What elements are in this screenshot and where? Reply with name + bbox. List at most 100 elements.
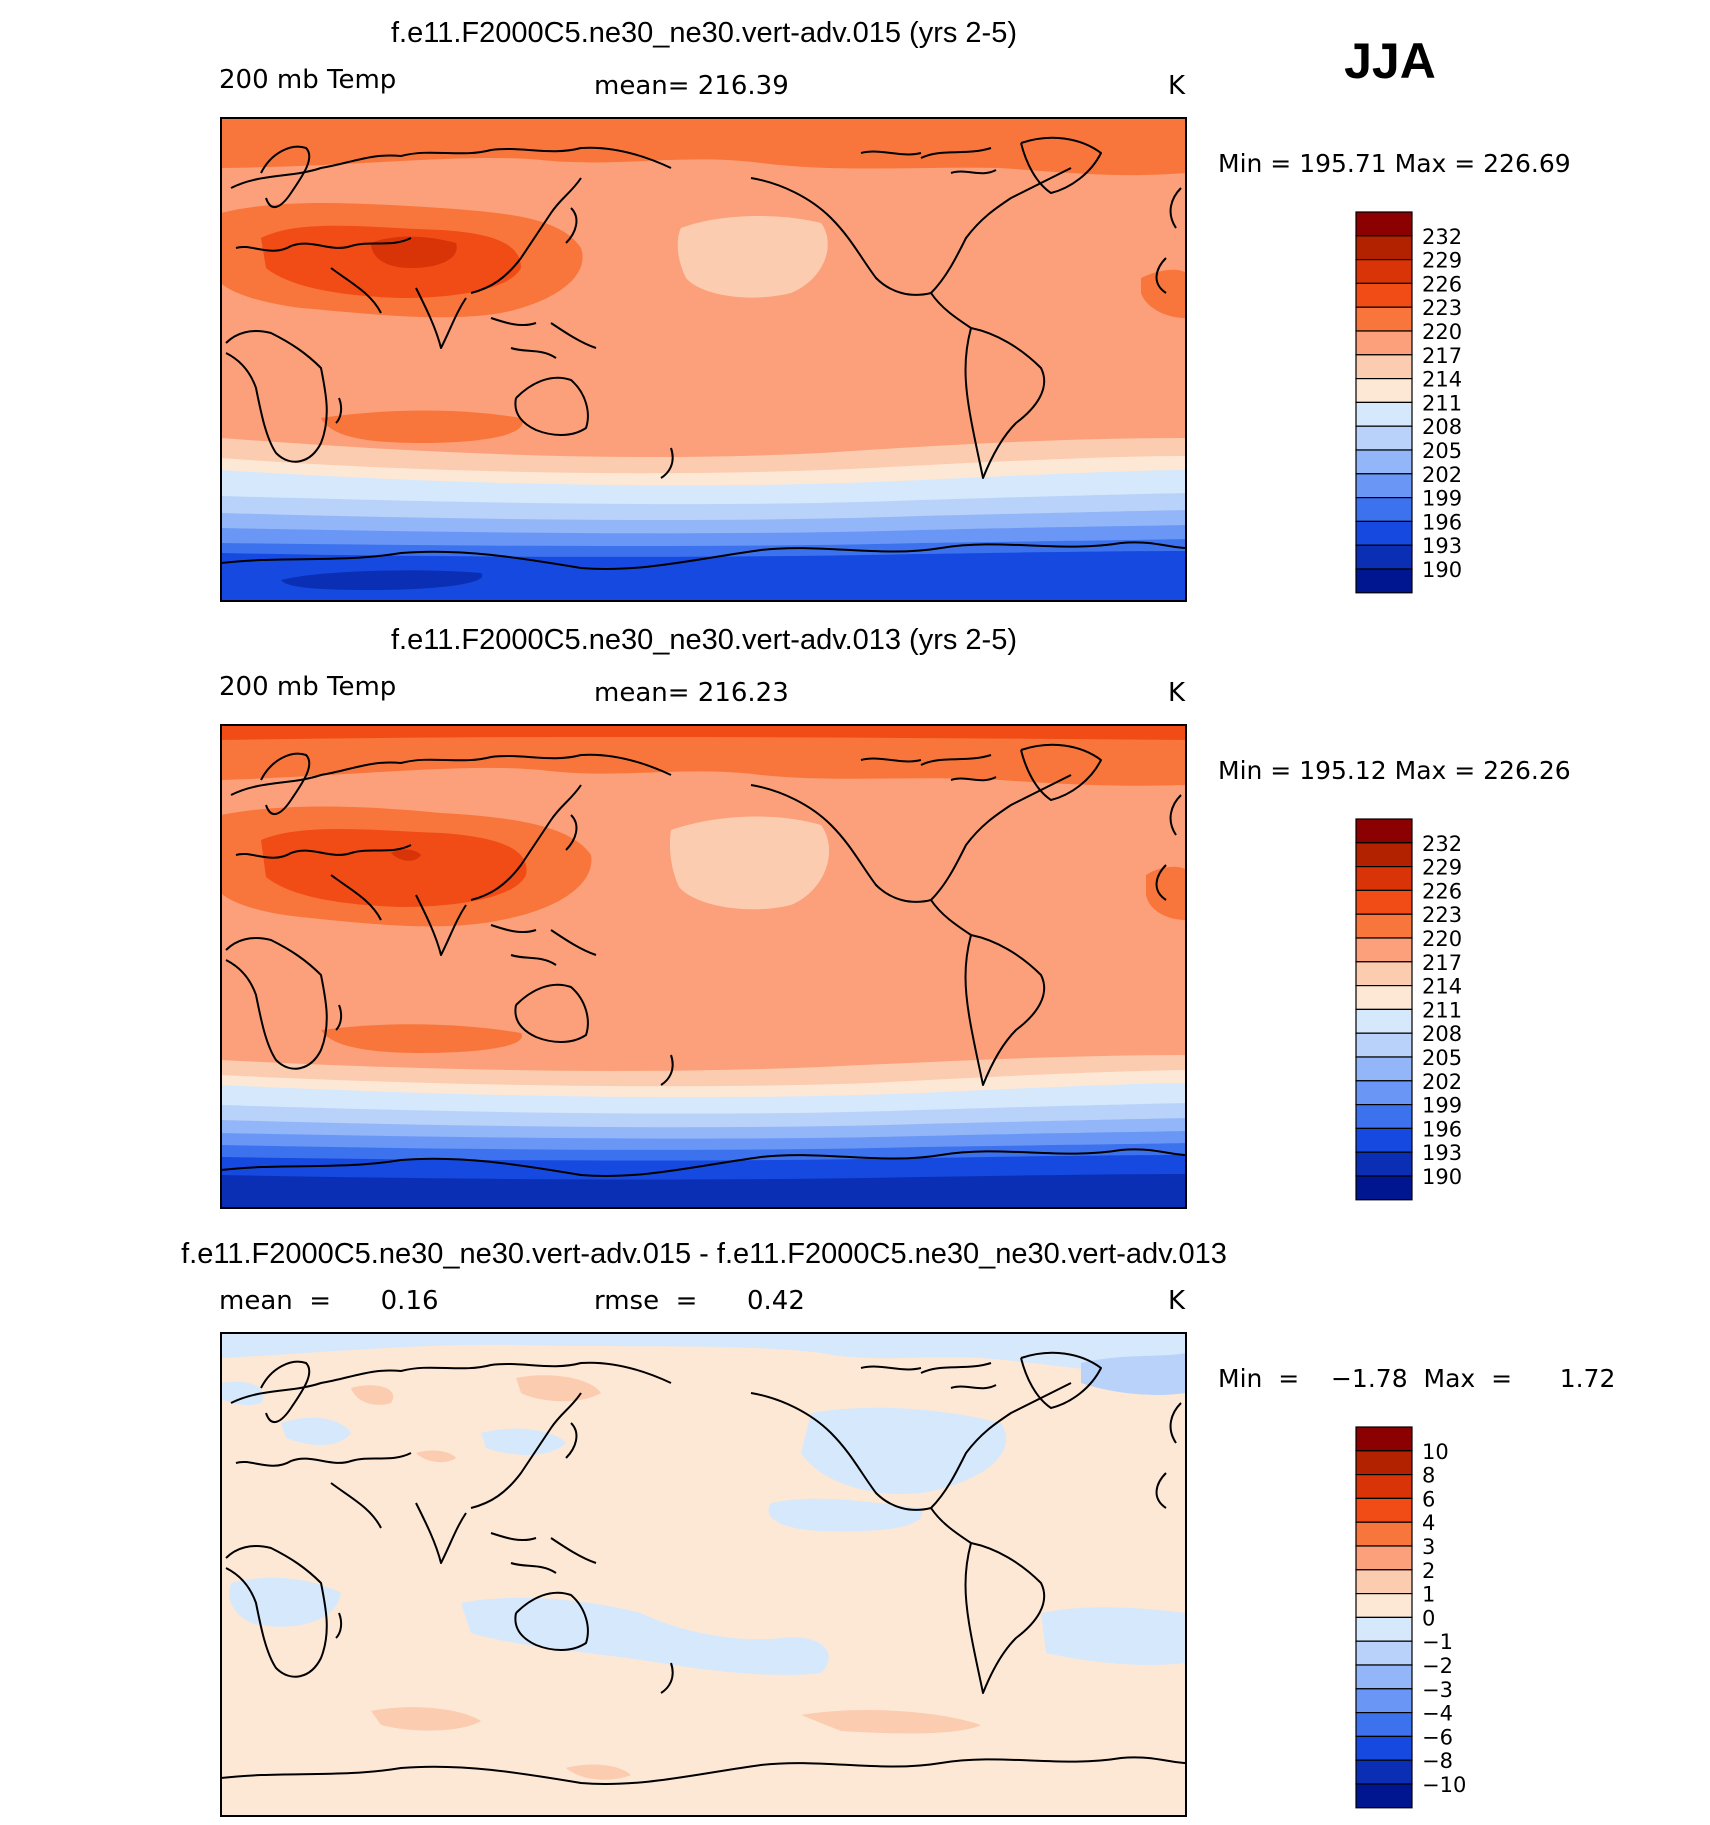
colorbar-tick-label: 193 (1422, 534, 1462, 558)
min-max-label: Min = −1.78 Max = 1.72 (1218, 1364, 1615, 1393)
colorbar-tick-label: −8 (1422, 1749, 1453, 1773)
colorbar-cell (1355, 1497, 1413, 1523)
colorbar-cell (1355, 378, 1413, 404)
colorbar: 2322292262232202172142112082052021991961… (1355, 818, 1462, 1201)
panel-title: f.e11.F2000C5.ne30_ne30.vert-adv.013 (yr… (391, 624, 1017, 656)
colorbar-cell (1355, 961, 1413, 987)
colorbar-tick-label: 220 (1422, 320, 1462, 344)
colorbar-cell (1355, 1473, 1413, 1499)
colorbar-cell (1355, 842, 1413, 868)
colorbar-cell (1355, 259, 1413, 285)
map-frame (220, 1332, 1187, 1817)
colorbar-tick-label: 199 (1422, 1094, 1462, 1118)
colorbar-cell (1355, 1664, 1413, 1690)
min-max-label: Min = 195.12 Max = 226.26 (1218, 756, 1571, 785)
colorbar-tick-label: 202 (1422, 1070, 1462, 1094)
colorbar-cell (1355, 544, 1413, 570)
colorbar-tick-label: −10 (1422, 1773, 1466, 1797)
colorbar-cell (1355, 401, 1413, 427)
colorbar-tick-label: 214 (1422, 975, 1462, 999)
units-label: K (1168, 1286, 1186, 1316)
colorbar-cell (1355, 1426, 1413, 1452)
map (221, 1333, 1186, 1816)
colorbar-tick-label: 4 (1422, 1511, 1435, 1535)
colorbar-cell (1355, 449, 1413, 475)
colorbar-tick-label: 3 (1422, 1535, 1435, 1559)
colorbar-cell (1355, 937, 1413, 963)
variable-label: 200 mb Temp (219, 65, 396, 95)
colorbar-cell (1355, 330, 1413, 356)
colorbar-tick-label: 223 (1422, 296, 1462, 320)
colorbar-cell (1355, 913, 1413, 939)
colorbar-cell (1355, 1592, 1413, 1618)
mean-label: mean= 216.23 (594, 678, 789, 708)
colorbar-tick-label: 205 (1422, 439, 1462, 463)
colorbar-cell (1355, 818, 1413, 844)
colorbar-tick-label: 229 (1422, 856, 1462, 880)
colorbar-tick-label: −3 (1422, 1678, 1453, 1702)
mean-label: mean = 0.16 (219, 1286, 439, 1316)
colorbar-cell (1355, 1056, 1413, 1082)
colorbar-tick-label: 208 (1422, 1022, 1462, 1046)
colorbar-cell (1355, 497, 1413, 523)
colorbar-tick-label: 202 (1422, 463, 1462, 487)
colorbar-tick-label: −4 (1422, 1702, 1453, 1726)
colorbar-tick-label: 2 (1422, 1559, 1435, 1583)
colorbar-tick-label: 196 (1422, 1117, 1462, 1141)
colorbar-tick-label: 217 (1422, 344, 1462, 368)
colorbar-cell (1355, 1127, 1413, 1153)
colorbar-cell (1355, 282, 1413, 308)
colorbar-tick-label: 199 (1422, 487, 1462, 511)
colorbar-cell (1355, 354, 1413, 380)
colorbar-tick-label: 217 (1422, 951, 1462, 975)
colorbar-tick-label: 229 (1422, 249, 1462, 273)
season-label: JJA (1344, 33, 1436, 89)
map-frame (220, 724, 1187, 1209)
colorbar-cell (1355, 1080, 1413, 1106)
mean-label: mean= 216.39 (594, 71, 789, 101)
colorbar-cell (1355, 1032, 1413, 1058)
colorbar-tick-label: 211 (1422, 391, 1462, 415)
colorbar-cell (1355, 889, 1413, 915)
colorbar-tick-label: 196 (1422, 510, 1462, 534)
min-max-label: Min = 195.71 Max = 226.69 (1218, 149, 1571, 178)
colorbar-tick-label: 205 (1422, 1046, 1462, 1070)
colorbar-tick-label: 6 (1422, 1487, 1435, 1511)
colorbar-tick-label: −1 (1422, 1630, 1453, 1654)
colorbar-tick-label: 208 (1422, 415, 1462, 439)
colorbar-tick-label: 214 (1422, 368, 1462, 392)
colorbar-tick-label: −2 (1422, 1654, 1453, 1678)
colorbar-tick-label: 190 (1422, 558, 1462, 582)
colorbar-cell (1355, 211, 1413, 237)
colorbar-cell (1355, 473, 1413, 499)
colorbar-tick-label: 226 (1422, 879, 1462, 903)
colorbar-cell (1355, 520, 1413, 546)
map-frame (220, 117, 1187, 602)
colorbar-cell (1355, 306, 1413, 332)
colorbar-tick-label: 226 (1422, 272, 1462, 296)
panel-case2: f.e11.F2000C5.ne30_ne30.vert-adv.013 (yr… (219, 624, 1571, 1209)
colorbar-tick-label: 1 (1422, 1583, 1435, 1607)
panel-diff: f.e11.F2000C5.ne30_ne30.vert-adv.015 - f… (181, 1238, 1615, 1817)
variable-label: 200 mb Temp (219, 672, 396, 702)
panel-case1: f.e11.F2000C5.ne30_ne30.vert-adv.015 (yr… (219, 17, 1571, 602)
colorbar-tick-label: 0 (1422, 1606, 1435, 1630)
colorbar-cell (1355, 568, 1413, 594)
colorbar-cell (1355, 1616, 1413, 1642)
colorbar-cell (1355, 1175, 1413, 1201)
colorbar-tick-label: 190 (1422, 1165, 1462, 1189)
colorbar-cell (1355, 1151, 1413, 1177)
colorbar-tick-label: 8 (1422, 1464, 1435, 1488)
colorbar-cell (1355, 1759, 1413, 1785)
map (221, 725, 1186, 1208)
colorbar-tick-label: 232 (1422, 225, 1462, 249)
colorbar: 2322292262232202172142112082052021991961… (1355, 211, 1462, 594)
colorbar-cell (1355, 425, 1413, 451)
panel-title: f.e11.F2000C5.ne30_ne30.vert-adv.015 (yr… (391, 17, 1017, 49)
colorbar-cell (1355, 1450, 1413, 1476)
colorbar-cell (1355, 1688, 1413, 1714)
colorbar-tick-label: 220 (1422, 927, 1462, 951)
colorbar-cell (1355, 984, 1413, 1010)
